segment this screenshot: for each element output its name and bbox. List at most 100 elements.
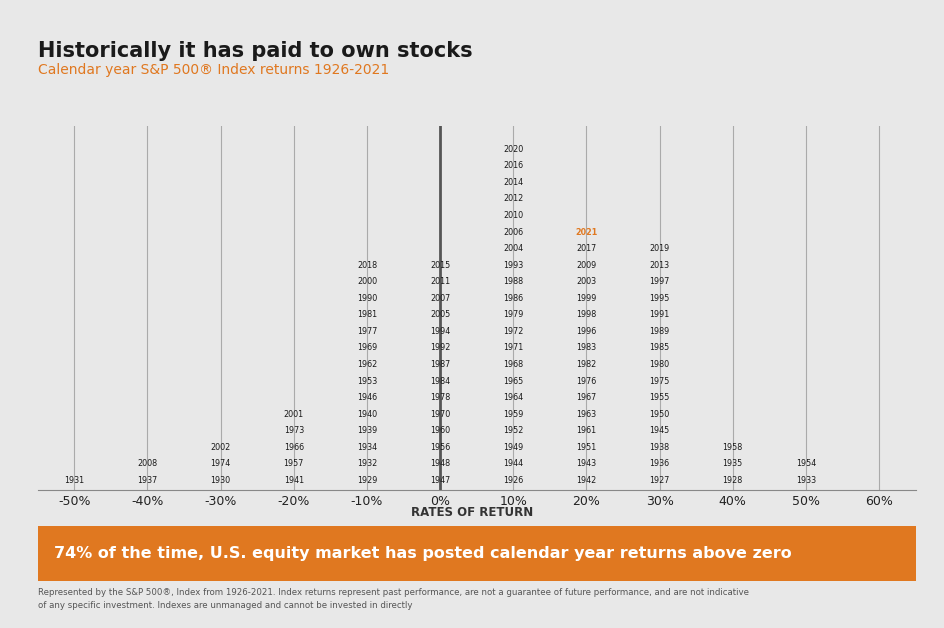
Text: 1928: 1928 — [723, 476, 743, 485]
Text: 1962: 1962 — [357, 360, 377, 369]
Text: 2001: 2001 — [284, 409, 304, 419]
Text: 1983: 1983 — [577, 344, 597, 352]
Text: 1930: 1930 — [211, 476, 230, 485]
Text: 1949: 1949 — [503, 443, 523, 452]
Text: 1957: 1957 — [283, 459, 304, 468]
Text: 1958: 1958 — [723, 443, 743, 452]
Text: 1941: 1941 — [284, 476, 304, 485]
Text: 1995: 1995 — [649, 294, 670, 303]
Text: 1945: 1945 — [649, 426, 669, 435]
Text: 2006: 2006 — [503, 227, 523, 237]
Text: 1976: 1976 — [577, 377, 597, 386]
Text: 2011: 2011 — [430, 277, 450, 286]
Text: 1938: 1938 — [649, 443, 669, 452]
Text: 1936: 1936 — [649, 459, 669, 468]
Text: 1989: 1989 — [649, 327, 669, 336]
Text: 2018: 2018 — [357, 261, 377, 269]
Text: 2020: 2020 — [503, 144, 523, 154]
Text: 1940: 1940 — [357, 409, 377, 419]
Text: 1967: 1967 — [577, 393, 597, 402]
Text: 1935: 1935 — [723, 459, 743, 468]
Text: 1975: 1975 — [649, 377, 670, 386]
Text: 1937: 1937 — [138, 476, 158, 485]
Text: 1948: 1948 — [430, 459, 450, 468]
Text: 1927: 1927 — [649, 476, 670, 485]
Text: 2010: 2010 — [503, 211, 523, 220]
Text: 2014: 2014 — [503, 178, 523, 187]
Text: 1934: 1934 — [357, 443, 377, 452]
Text: 1964: 1964 — [503, 393, 523, 402]
Text: 1970: 1970 — [430, 409, 450, 419]
Text: 1986: 1986 — [503, 294, 523, 303]
Text: 1981: 1981 — [357, 310, 377, 319]
Text: 1929: 1929 — [357, 476, 378, 485]
Text: 1980: 1980 — [649, 360, 669, 369]
Text: 1969: 1969 — [357, 344, 377, 352]
Text: 2015: 2015 — [430, 261, 450, 269]
Text: 2021: 2021 — [575, 227, 598, 237]
Text: 1955: 1955 — [649, 393, 670, 402]
Text: 2000: 2000 — [357, 277, 377, 286]
Text: 1997: 1997 — [649, 277, 670, 286]
Text: 2016: 2016 — [503, 161, 523, 170]
Text: 2005: 2005 — [430, 310, 450, 319]
Text: 1963: 1963 — [577, 409, 597, 419]
Text: Calendar year S&P 500® Index returns 1926-2021: Calendar year S&P 500® Index returns 192… — [38, 63, 389, 77]
Text: 1947: 1947 — [430, 476, 450, 485]
Text: 1977: 1977 — [357, 327, 378, 336]
Text: 1944: 1944 — [503, 459, 523, 468]
Text: 1982: 1982 — [577, 360, 597, 369]
Text: 1993: 1993 — [503, 261, 523, 269]
Text: 1961: 1961 — [577, 426, 597, 435]
Text: 1999: 1999 — [576, 294, 597, 303]
Text: 2002: 2002 — [211, 443, 230, 452]
Text: 1984: 1984 — [430, 377, 450, 386]
Text: 1942: 1942 — [577, 476, 597, 485]
Text: 1931: 1931 — [64, 476, 84, 485]
Text: 1950: 1950 — [649, 409, 669, 419]
Text: 1951: 1951 — [577, 443, 597, 452]
Text: 1965: 1965 — [503, 377, 523, 386]
Text: 1972: 1972 — [503, 327, 524, 336]
Text: 2009: 2009 — [577, 261, 597, 269]
Text: 1966: 1966 — [284, 443, 304, 452]
Text: 2019: 2019 — [649, 244, 669, 253]
Text: 2004: 2004 — [503, 244, 523, 253]
Text: 1988: 1988 — [503, 277, 523, 286]
Text: 1953: 1953 — [357, 377, 377, 386]
Text: 1998: 1998 — [577, 310, 597, 319]
Text: 2013: 2013 — [649, 261, 669, 269]
Text: 1933: 1933 — [796, 476, 816, 485]
Text: 1973: 1973 — [284, 426, 304, 435]
Text: 1959: 1959 — [503, 409, 524, 419]
Text: 1939: 1939 — [357, 426, 377, 435]
Text: 2017: 2017 — [577, 244, 597, 253]
Text: 2008: 2008 — [138, 459, 158, 468]
Text: 1987: 1987 — [430, 360, 450, 369]
Text: 1971: 1971 — [503, 344, 523, 352]
Text: 1954: 1954 — [796, 459, 816, 468]
Text: 1992: 1992 — [430, 344, 450, 352]
Text: 1974: 1974 — [211, 459, 230, 468]
Text: 1960: 1960 — [430, 426, 450, 435]
Text: 1985: 1985 — [649, 344, 669, 352]
Text: 1946: 1946 — [357, 393, 377, 402]
Text: 1968: 1968 — [503, 360, 523, 369]
Text: RATES OF RETURN: RATES OF RETURN — [411, 506, 533, 519]
Text: 1994: 1994 — [430, 327, 450, 336]
Text: 2007: 2007 — [430, 294, 450, 303]
Text: 1956: 1956 — [430, 443, 450, 452]
Text: 1932: 1932 — [357, 459, 377, 468]
Text: 1978: 1978 — [430, 393, 450, 402]
Text: 1926: 1926 — [503, 476, 523, 485]
Text: Historically it has paid to own stocks: Historically it has paid to own stocks — [38, 41, 472, 61]
Text: 1990: 1990 — [357, 294, 377, 303]
Text: 2012: 2012 — [503, 195, 523, 203]
Text: 74% of the time, U.S. equity market has posted calendar year returns above zero: 74% of the time, U.S. equity market has … — [54, 546, 791, 561]
Text: Represented by the S&P 500®, Index from 1926-2021. Index returns represent past : Represented by the S&P 500®, Index from … — [38, 588, 749, 610]
Text: 1991: 1991 — [649, 310, 669, 319]
Text: 1979: 1979 — [503, 310, 524, 319]
Text: 1943: 1943 — [577, 459, 597, 468]
Text: 1952: 1952 — [503, 426, 524, 435]
Text: 2003: 2003 — [577, 277, 597, 286]
